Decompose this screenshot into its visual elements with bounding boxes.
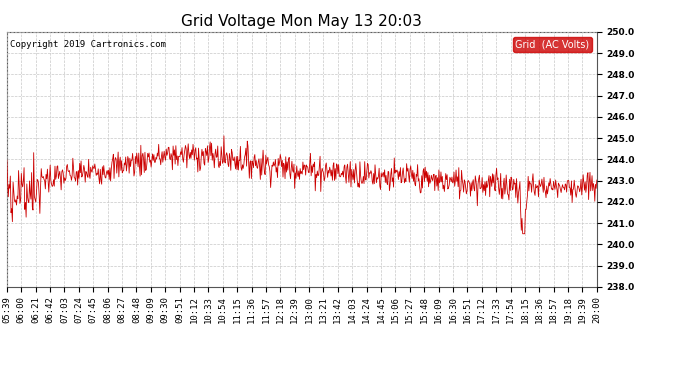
Title: Grid Voltage Mon May 13 20:03: Grid Voltage Mon May 13 20:03 xyxy=(181,14,422,29)
Text: Copyright 2019 Cartronics.com: Copyright 2019 Cartronics.com xyxy=(10,39,166,48)
Legend: Grid  (AC Volts): Grid (AC Volts) xyxy=(513,37,592,52)
